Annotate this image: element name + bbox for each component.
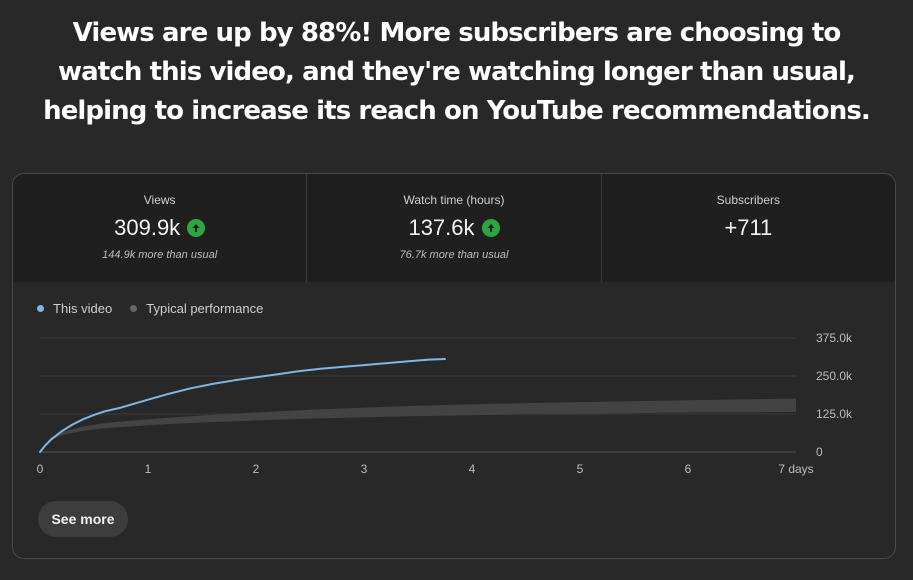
- views-chart: 375.0k 250.0k 125.0k 0 0 1 2 3 4 5 6 7 days: [37, 331, 853, 476]
- y-tick-label: 375.0k: [816, 331, 853, 345]
- x-tick-label: 6: [685, 462, 692, 476]
- metric-tabs: Views 309.9k 144.9k more than usual Watc…: [13, 174, 895, 282]
- x-tick-label: 5: [577, 462, 584, 476]
- y-tick-label: 250.0k: [816, 369, 853, 383]
- trend-up-icon: [481, 219, 500, 237]
- series-line-this-video: [39, 358, 446, 453]
- metric-value: +711: [724, 215, 773, 240]
- chart-legend: This video Typical performance: [37, 301, 281, 316]
- metric-tab-views[interactable]: Views 309.9k 144.9k more than usual: [13, 174, 307, 282]
- x-tick-label: 4: [469, 462, 476, 476]
- x-tick-label: 0: [37, 462, 44, 476]
- y-tick-label: 0: [816, 445, 823, 459]
- analytics-card: Views 309.9k 144.9k more than usual Watc…: [12, 173, 896, 559]
- legend-label: Typical performance: [146, 301, 264, 316]
- see-more-button[interactable]: See more: [38, 501, 128, 537]
- metric-tab-subscribers[interactable]: Subscribers +711: [600, 174, 895, 282]
- x-tick-label: 7 days: [778, 462, 813, 476]
- x-tick-label: 1: [145, 462, 152, 476]
- metric-label: Watch time (hours): [403, 193, 505, 207]
- insight-headline: Views are up by 88%! More subscribers ar…: [43, 18, 871, 126]
- x-tick-label: 3: [361, 462, 368, 476]
- legend-dot-icon: [130, 305, 138, 312]
- metric-label: Views: [143, 193, 176, 207]
- metric-comparison: 76.7k more than usual: [399, 249, 509, 261]
- legend-dot-icon: [37, 305, 44, 312]
- metric-comparison: 144.9k more than usual: [102, 249, 218, 261]
- metric-tab-watch-time[interactable]: Watch time (hours) 137.6k 76.7k more tha…: [306, 174, 601, 282]
- metric-label: Subscribers: [716, 193, 780, 207]
- metric-value: 137.6k: [408, 215, 475, 240]
- y-tick-label: 125.0k: [816, 407, 853, 421]
- typical-performance-band: [40, 398, 796, 452]
- metric-value: 309.9k: [114, 215, 181, 240]
- legend-item-this-video: This video: [37, 301, 112, 316]
- legend-item-typical: Typical performance: [130, 301, 263, 316]
- legend-label: This video: [53, 301, 113, 316]
- x-tick-label: 2: [253, 462, 260, 476]
- trend-up-icon: [187, 219, 206, 237]
